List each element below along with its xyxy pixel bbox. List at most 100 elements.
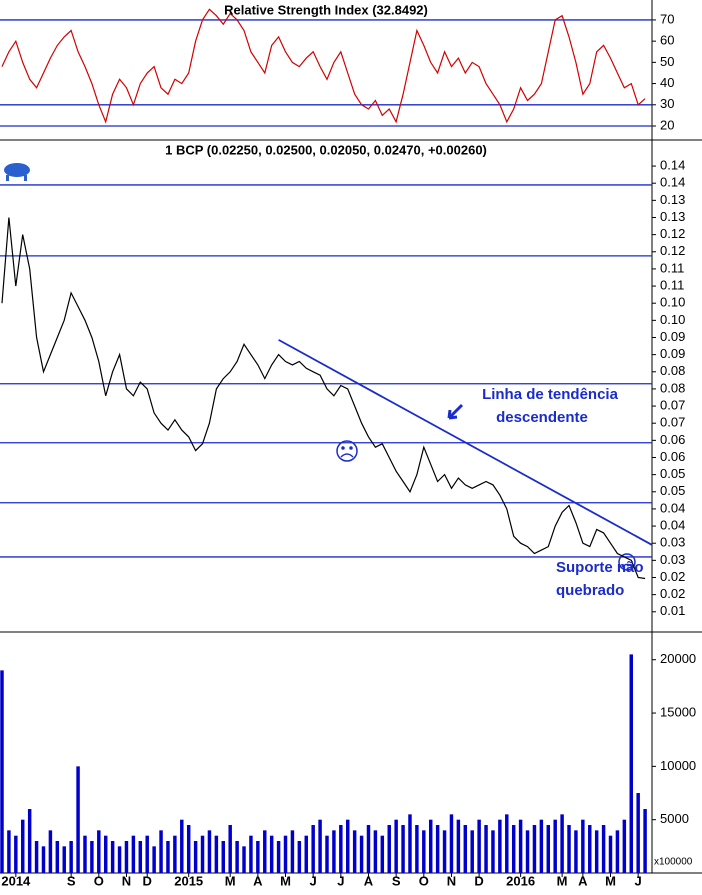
y-tick-label: 0.06	[660, 432, 685, 447]
y-tick-label: 0.14	[660, 175, 685, 190]
volume-bar	[463, 825, 468, 873]
plot	[0, 654, 647, 873]
y-tick-label: 0.06	[660, 449, 685, 464]
y-tick-label: 60	[660, 33, 674, 48]
y-tick-label: 0.10	[660, 312, 685, 327]
volume-bar	[505, 814, 509, 873]
volume-bar	[290, 830, 295, 873]
annotation: Linha de tendência	[482, 386, 619, 403]
volume-bar	[48, 830, 53, 873]
volume-bar	[643, 809, 647, 873]
annotation-arrow	[447, 403, 464, 420]
volume-bar	[525, 830, 530, 873]
y-tick-label: 0.08	[660, 380, 685, 395]
volume-bar	[62, 846, 66, 873]
x-tick-label: M	[605, 873, 616, 888]
plot: Linha de tendência descendente Suporte não…	[0, 184, 652, 599]
y-tick-label: 0.11	[660, 260, 684, 275]
volume-bar	[7, 830, 11, 873]
sad-face	[336, 440, 358, 462]
series-line	[1, 8, 646, 124]
volume-bar	[594, 830, 599, 873]
annotation: quebrado	[556, 582, 624, 599]
volume-bar	[200, 835, 205, 873]
volume-bar	[408, 814, 412, 873]
volume-bar	[456, 819, 461, 873]
y-tick-label: 0.12	[660, 226, 685, 241]
sad-face	[618, 553, 636, 571]
x-tick-label: 2016	[506, 873, 535, 888]
y-tick-label: 0.09	[660, 329, 685, 344]
y-tick-label: 0.12	[660, 243, 685, 258]
volume-bar	[304, 835, 308, 873]
volume-bar	[83, 835, 87, 873]
volume-bar	[387, 825, 391, 873]
volume-bar	[373, 830, 378, 873]
y-tick-label: 0.04	[660, 500, 685, 515]
volume-bar	[110, 841, 115, 873]
volume-bar	[470, 830, 474, 873]
bull-icon	[4, 163, 30, 181]
volume-bar	[422, 830, 426, 873]
volume-bar	[581, 819, 585, 873]
y-tick-label: 0.02	[660, 586, 685, 601]
volume-bar	[546, 825, 551, 873]
volume-bar	[539, 819, 544, 873]
volume-bar	[477, 819, 481, 873]
y-tick-label: 0.05	[660, 483, 685, 498]
volume-bar	[518, 819, 523, 873]
volume-bar	[339, 825, 343, 873]
y-tick-label: 0.05	[660, 466, 685, 481]
volume-bar	[532, 825, 537, 873]
volume-bar	[0, 670, 4, 873]
volume-bar	[346, 819, 350, 873]
y-tick-label: 5000	[660, 811, 689, 826]
x-tick-label: J	[337, 873, 344, 888]
volume-bar	[97, 830, 101, 873]
volume-bar	[242, 846, 246, 873]
x-tick-label: S	[67, 873, 76, 888]
y-tick-label: 0.14	[660, 157, 685, 172]
y-tick-label: 70	[660, 11, 674, 26]
volume-bar	[263, 830, 267, 873]
volume-bar	[193, 841, 198, 873]
volume-bar	[138, 841, 143, 873]
x-tick-label: D	[474, 873, 483, 888]
trend-line	[278, 339, 652, 546]
volume-bar	[228, 825, 232, 873]
volume-bar	[69, 841, 73, 873]
volume-bar	[311, 825, 315, 873]
x-tick-label: M	[280, 873, 291, 888]
x-tick-label: 2015	[174, 873, 203, 888]
y-tick-label: 0.07	[660, 397, 685, 412]
volume-bar	[249, 835, 253, 873]
volume-bar	[484, 825, 488, 873]
volume-bar	[415, 825, 419, 873]
volume-bar	[622, 819, 627, 873]
volume-bar	[124, 841, 129, 873]
volume-bar	[332, 830, 336, 873]
volume-bar	[498, 819, 502, 873]
x-tick-label: N	[122, 873, 131, 888]
volume-bar	[553, 819, 557, 873]
y-tick-label: 0.02	[660, 569, 685, 584]
volume-bar	[41, 846, 46, 873]
y-tick-label: 0.03	[660, 535, 685, 550]
y-tick-label: 15000	[660, 704, 696, 719]
x-tick-label: A	[253, 873, 263, 888]
volume-bar	[131, 835, 136, 873]
volume-bar	[180, 819, 184, 873]
volume-bar	[221, 841, 226, 873]
y-tick-label: 0.01	[660, 603, 685, 618]
volume-bar	[207, 830, 212, 873]
volume-bar	[588, 825, 592, 873]
volume-bar	[567, 825, 571, 873]
volume-bar	[297, 841, 302, 873]
volume-bar	[14, 835, 18, 873]
volume-bar	[55, 841, 60, 873]
y-tick-label: 0.09	[660, 346, 685, 361]
volume-bar	[601, 825, 606, 873]
